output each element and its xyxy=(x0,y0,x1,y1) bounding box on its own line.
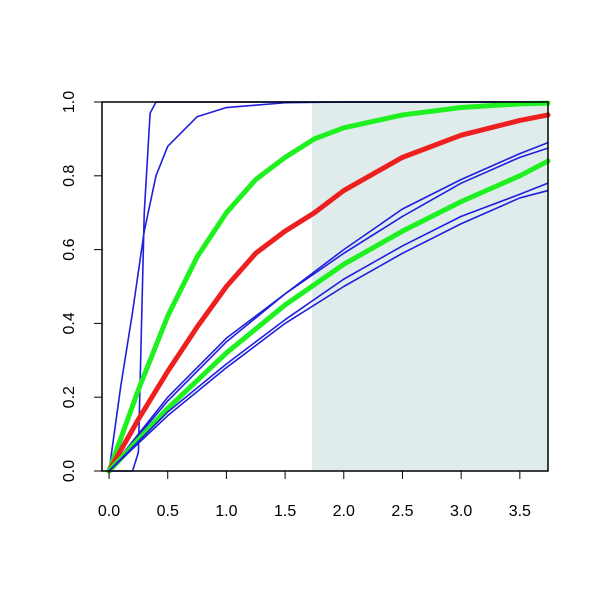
shaded-region xyxy=(312,102,548,471)
plot-frame xyxy=(101,101,549,472)
x-tick-label: 0.0 xyxy=(98,503,120,520)
axis-layer: 0.0 0.5 1.0 1.5 2.0 2.5 3.0 3.5 0.0 0.2 0.4 0.6 0.8 1… xyxy=(61,91,531,520)
series-line-4 xyxy=(106,112,551,474)
series-line-7 xyxy=(106,158,551,474)
y-tick-label: 0.2 xyxy=(61,386,78,408)
y-tick-label: 0.6 xyxy=(61,238,78,260)
x-tick-label: 3.0 xyxy=(450,503,472,520)
x-tick-label: 1.0 xyxy=(215,503,237,520)
x-tick-label: 2.5 xyxy=(391,503,413,520)
series-layer xyxy=(106,100,551,474)
y-tick-label: 0.0 xyxy=(61,460,78,482)
y-tick-label: 0.4 xyxy=(61,312,78,334)
x-tick-label: 1.5 xyxy=(274,503,296,520)
shaded-region-layer xyxy=(312,102,548,471)
series-line-8 xyxy=(108,182,549,472)
y-tick-label: 0.8 xyxy=(61,165,78,187)
series-line-9 xyxy=(108,189,549,472)
series-line-6 xyxy=(108,147,549,472)
series-line-5 xyxy=(108,141,549,472)
y-tick-label: 1.0 xyxy=(61,91,78,113)
x-tick-label: 0.5 xyxy=(157,503,179,520)
x-tick-label: 3.5 xyxy=(509,503,531,520)
series-line-3 xyxy=(106,100,551,474)
x-tick-label: 2.0 xyxy=(333,503,355,520)
